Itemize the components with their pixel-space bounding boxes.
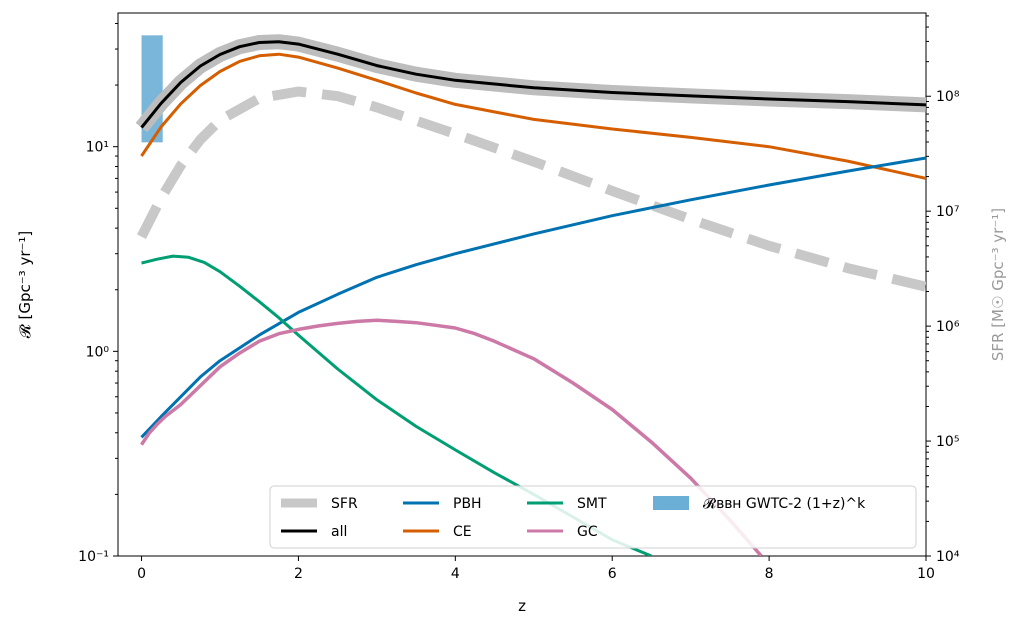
legend-swatch <box>653 496 689 510</box>
legend-item-6: GC <box>527 524 598 540</box>
right-tick-label: 10⁶ <box>936 319 960 335</box>
legend-item-2: all <box>281 524 347 540</box>
legend-item-7: 𝓡ʙʙʜ GWTC-2 (1+z)^k <box>653 496 866 512</box>
left-tick-label: 10¹ <box>86 140 109 156</box>
right-tick-label: 10⁸ <box>936 89 960 105</box>
legend-label: GC <box>577 524 598 540</box>
legend-item-4: CE <box>403 524 472 540</box>
x-tick-label: 0 <box>137 566 146 582</box>
series-pbh <box>140 156 926 439</box>
legend-label: 𝓡ʙʙʜ GWTC-2 (1+z)^k <box>703 496 866 512</box>
right-tick-label: 10⁴ <box>936 549 960 565</box>
x-tick-label: 6 <box>608 566 617 582</box>
legend-label: SMT <box>577 496 607 512</box>
x-tick-label: 4 <box>451 566 460 582</box>
plot-frame <box>117 12 927 557</box>
y-axis-right-label: SFR [M☉ Gpc⁻³ yr⁻¹] <box>989 208 1007 361</box>
axes-layer: 0 2 4 6 8 10 10⁻¹ 10⁰ 10¹ 10⁴ 10⁵ 10⁶ 10⁷ 10⁸ <box>78 15 960 582</box>
x-tick-label: 10 <box>917 566 935 582</box>
right-tick-label: 10⁷ <box>936 204 959 220</box>
left-tick-label: 10⁰ <box>86 344 110 360</box>
series-ce <box>140 52 926 180</box>
legend-item-3: PBH <box>403 496 482 512</box>
legend-label: PBH <box>453 496 482 512</box>
x-axis-label: z <box>518 597 526 615</box>
series-layer <box>135 34 926 556</box>
legend-item-1: SFR <box>281 496 358 512</box>
x-tick-label: 8 <box>765 566 774 582</box>
legend-item-5: SMT <box>527 496 607 512</box>
legend-label: SFR <box>331 496 358 512</box>
left-tick-label: 10⁻¹ <box>78 549 109 565</box>
legend-label: CE <box>453 524 472 540</box>
legend: SFR all PBH CE SMT GC 𝓡ʙʙʜ GWTC-2 (1+z)^k <box>269 485 917 549</box>
series-gc <box>140 318 763 556</box>
series-all <box>140 40 926 129</box>
right-tick-label: 10⁵ <box>936 434 959 450</box>
legend-label: all <box>331 524 347 540</box>
series-sfr <box>137 86 926 292</box>
x-tick-label: 2 <box>294 566 303 582</box>
y-axis-label: 𝓡 [Gpc⁻³ yr⁻¹] <box>16 231 34 339</box>
